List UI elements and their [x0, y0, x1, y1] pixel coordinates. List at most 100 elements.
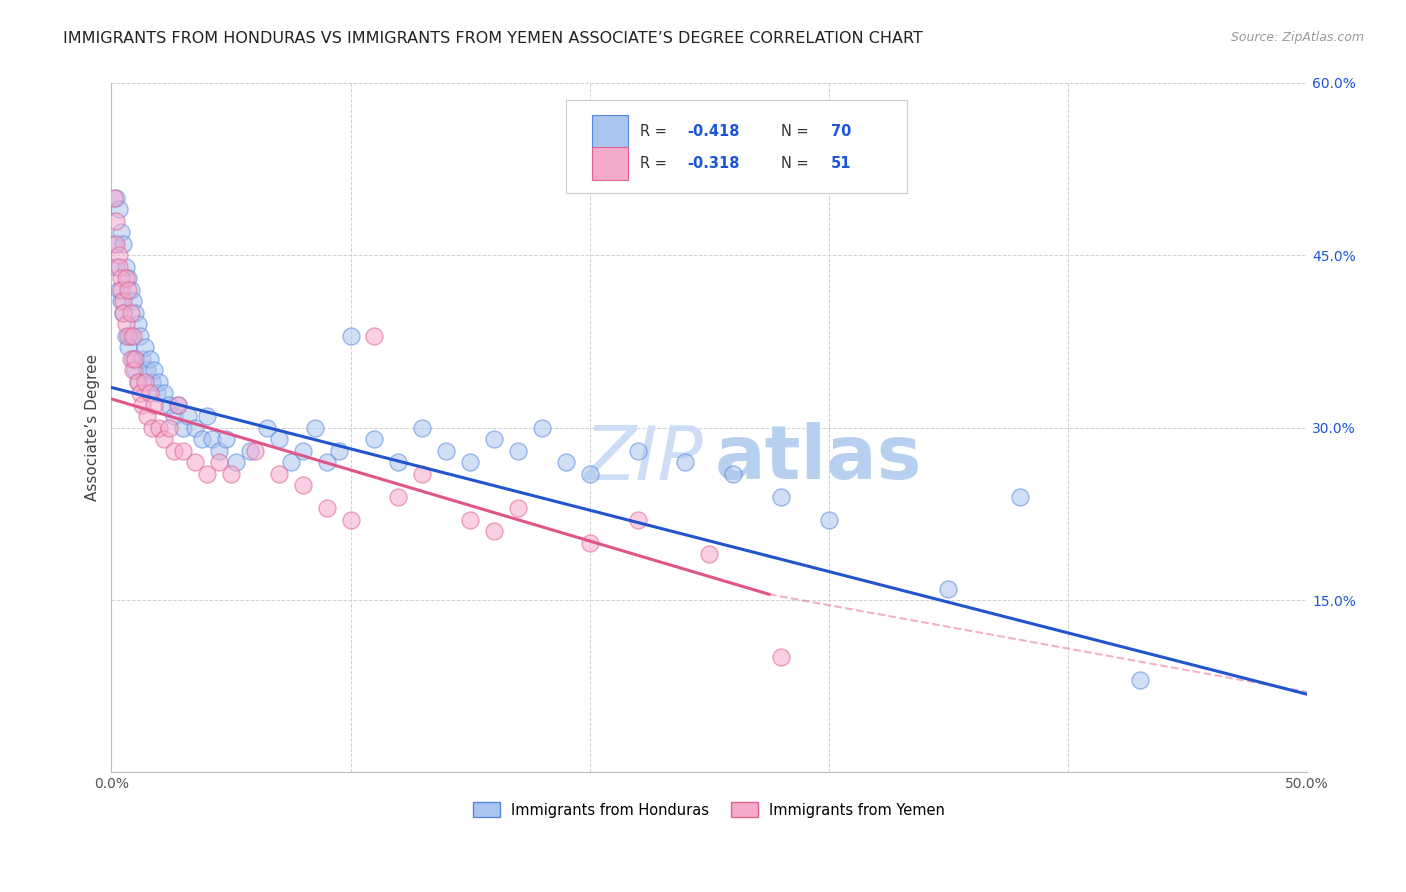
Point: [120, 306, 142, 320]
Point: [124, 363, 146, 377]
FancyBboxPatch shape: [565, 100, 907, 194]
Point: [153, 386, 176, 401]
Text: R =: R =: [640, 156, 672, 171]
Point: [172, 443, 194, 458]
Point: [315, 501, 337, 516]
Point: [195, 409, 218, 424]
Text: atlas: atlas: [716, 422, 922, 495]
Point: [117, 328, 139, 343]
Point: [107, 248, 129, 262]
Point: [256, 420, 278, 434]
Point: [122, 294, 145, 309]
Point: [120, 283, 142, 297]
Point: [363, 432, 385, 446]
Point: [136, 409, 159, 424]
Point: [167, 398, 190, 412]
Point: [162, 443, 184, 458]
Point: [117, 340, 139, 354]
Point: [124, 306, 146, 320]
Point: [112, 236, 135, 251]
Point: [105, 260, 128, 274]
Point: [697, 547, 720, 561]
Point: [114, 260, 136, 274]
Point: [184, 455, 207, 469]
Point: [148, 375, 170, 389]
Point: [134, 375, 156, 389]
Point: [112, 306, 135, 320]
Point: [1129, 673, 1152, 688]
Point: [105, 236, 128, 251]
Point: [243, 443, 266, 458]
Point: [138, 386, 160, 401]
Point: [458, 513, 481, 527]
Point: [339, 328, 361, 343]
Point: [578, 467, 600, 481]
Point: [673, 455, 696, 469]
Point: [626, 443, 648, 458]
Point: [626, 513, 648, 527]
Point: [114, 328, 136, 343]
Point: [328, 443, 350, 458]
Point: [110, 225, 132, 239]
Text: ZIP: ZIP: [585, 423, 703, 495]
Text: N =: N =: [780, 156, 813, 171]
Point: [530, 420, 553, 434]
Legend: Immigrants from Honduras, Immigrants from Yemen: Immigrants from Honduras, Immigrants fro…: [468, 797, 950, 823]
Point: [107, 283, 129, 297]
Point: [120, 351, 142, 366]
Point: [291, 443, 314, 458]
Point: [131, 398, 153, 412]
Text: -0.418: -0.418: [688, 124, 740, 138]
Point: [280, 455, 302, 469]
Point: [117, 283, 139, 297]
Point: [110, 294, 132, 309]
Point: [110, 271, 132, 285]
Y-axis label: Associate’s Degree: Associate’s Degree: [86, 354, 100, 501]
Point: [153, 432, 176, 446]
Point: [103, 191, 125, 205]
Point: [315, 455, 337, 469]
Text: Source: ZipAtlas.com: Source: ZipAtlas.com: [1230, 31, 1364, 45]
Point: [148, 420, 170, 434]
Text: R =: R =: [640, 124, 672, 138]
Point: [131, 351, 153, 366]
Point: [122, 328, 145, 343]
Point: [112, 306, 135, 320]
Point: [195, 467, 218, 481]
Text: N =: N =: [780, 124, 813, 138]
Point: [215, 432, 238, 446]
Point: [201, 432, 224, 446]
Point: [143, 363, 166, 377]
Point: [141, 375, 163, 389]
Point: [114, 318, 136, 332]
Point: [122, 363, 145, 377]
Point: [191, 432, 214, 446]
Point: [291, 478, 314, 492]
Text: 51: 51: [831, 156, 852, 171]
Point: [482, 432, 505, 446]
Point: [411, 467, 433, 481]
Point: [506, 443, 529, 458]
Point: [387, 490, 409, 504]
Point: [103, 236, 125, 251]
Text: IMMIGRANTS FROM HONDURAS VS IMMIGRANTS FROM YEMEN ASSOCIATE’S DEGREE CORRELATION: IMMIGRANTS FROM HONDURAS VS IMMIGRANTS F…: [63, 31, 924, 46]
Point: [554, 455, 576, 469]
Point: [107, 260, 129, 274]
Point: [219, 467, 242, 481]
Point: [578, 535, 600, 549]
Point: [105, 214, 128, 228]
Point: [117, 271, 139, 285]
Point: [208, 455, 231, 469]
Point: [721, 467, 744, 481]
Point: [110, 283, 132, 297]
Point: [339, 513, 361, 527]
Point: [482, 524, 505, 538]
Point: [162, 409, 184, 424]
Point: [458, 455, 481, 469]
Bar: [592, 115, 628, 148]
Point: [120, 328, 142, 343]
Point: [434, 443, 457, 458]
Point: [127, 375, 149, 389]
Point: [122, 351, 145, 366]
Point: [304, 420, 326, 434]
